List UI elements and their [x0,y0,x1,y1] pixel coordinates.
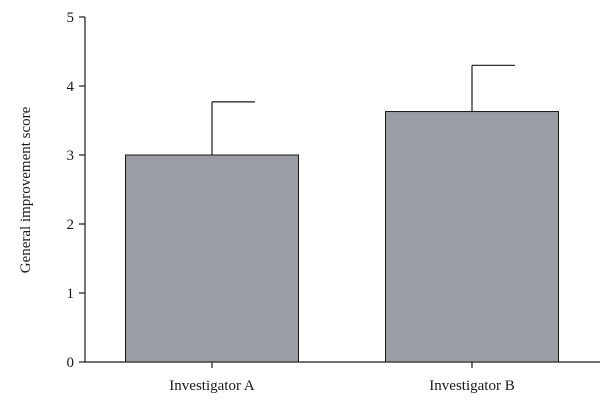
x-axis: Investigator A Investigator B [85,361,600,394]
x-tick-label-0: Investigator A [169,378,255,394]
y-tick-label-4: 4 [67,79,75,95]
x-tick-label-1: Investigator B [429,378,514,394]
y-tick-label-3: 3 [67,148,75,164]
y-tick-label-5: 5 [67,10,75,26]
y-tick-label-1: 1 [67,286,75,302]
y-axis-title: General improvement score [18,106,34,273]
bar-1 [385,111,559,363]
bars [125,64,559,363]
y-tick-label-2: 2 [67,217,75,233]
bar-0 [125,154,299,363]
y-axis: 0 1 2 3 4 5 [67,10,86,371]
y-tick-label-0: 0 [67,355,75,371]
